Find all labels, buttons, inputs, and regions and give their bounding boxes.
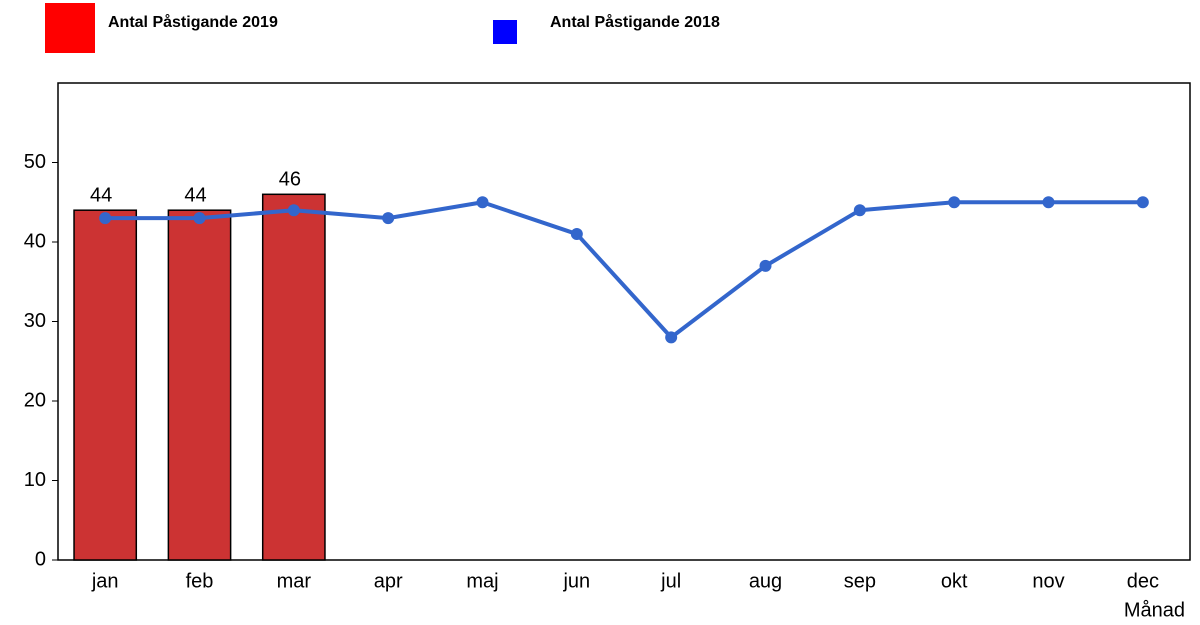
point: [99, 212, 112, 225]
line: [105, 200, 1143, 340]
x-tick-label: mar: [277, 570, 312, 592]
point: [287, 204, 300, 217]
x-tick-label: jul: [660, 570, 681, 592]
x-axis-label: Månad: [1124, 599, 1185, 621]
point: [1136, 196, 1149, 209]
point: [948, 196, 961, 209]
x-tick-label: jan: [91, 570, 119, 592]
point: [853, 204, 866, 217]
legend-swatch: [493, 20, 517, 44]
x-tick-label: dec: [1127, 570, 1159, 592]
x-tick-label: nov: [1032, 570, 1064, 592]
x-tick-label: maj: [466, 570, 498, 592]
y-tick-label: 20: [24, 389, 46, 411]
x-tick-label: jun: [562, 570, 590, 592]
data-label: 44: [184, 184, 206, 206]
y-tick-label: 10: [24, 469, 46, 491]
bar: [73, 209, 138, 561]
legend-label: Antal Påstigande 2019: [108, 13, 278, 31]
x-tick-label: feb: [186, 570, 214, 592]
point: [382, 212, 395, 225]
point: [570, 228, 583, 241]
data-label: 44: [90, 184, 112, 206]
y-tick-label: 0: [35, 548, 46, 570]
y-tick-label: 50: [24, 151, 46, 173]
data-label: 46: [279, 169, 301, 191]
point: [1042, 196, 1055, 209]
point: [476, 196, 489, 209]
point: [759, 259, 772, 272]
legend-label: Antal Påstigande 2018: [550, 13, 720, 31]
y-tick-label: 30: [24, 310, 46, 332]
point: [193, 212, 206, 225]
bar: [261, 193, 326, 561]
bar: [167, 209, 232, 561]
y-tick-label: 40: [24, 230, 46, 252]
x-tick-label: okt: [941, 570, 968, 592]
point: [665, 331, 678, 344]
legend-swatch: [45, 3, 95, 53]
x-tick-label: aug: [749, 570, 782, 592]
x-tick-label: sep: [844, 570, 876, 592]
x-tick-label: apr: [374, 570, 403, 592]
